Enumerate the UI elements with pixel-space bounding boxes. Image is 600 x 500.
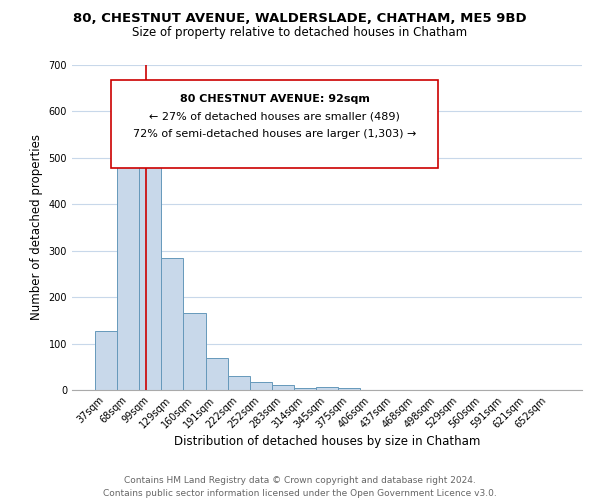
- Bar: [338, 388, 360, 390]
- X-axis label: Distribution of detached houses by size in Chatham: Distribution of detached houses by size …: [174, 436, 480, 448]
- Bar: [117, 132, 139, 390]
- Bar: [161, 258, 184, 390]
- Text: 72% of semi-detached houses are larger (1,303) →: 72% of semi-detached houses are larger (…: [133, 129, 416, 139]
- Bar: [250, 382, 272, 390]
- Bar: [184, 314, 206, 390]
- Text: Contains HM Land Registry data © Crown copyright and database right 2024.
Contai: Contains HM Land Registry data © Crown c…: [103, 476, 497, 498]
- Bar: [316, 387, 338, 390]
- Bar: [206, 358, 227, 390]
- Y-axis label: Number of detached properties: Number of detached properties: [30, 134, 43, 320]
- Text: 80, CHESTNUT AVENUE, WALDERSLADE, CHATHAM, ME5 9BD: 80, CHESTNUT AVENUE, WALDERSLADE, CHATHA…: [73, 12, 527, 26]
- Bar: [95, 330, 117, 390]
- Bar: [294, 388, 316, 390]
- Text: Size of property relative to detached houses in Chatham: Size of property relative to detached ho…: [133, 26, 467, 39]
- Bar: [139, 134, 161, 390]
- Text: 80 CHESTNUT AVENUE: 92sqm: 80 CHESTNUT AVENUE: 92sqm: [179, 94, 370, 104]
- Bar: [227, 376, 250, 390]
- Bar: [272, 386, 294, 390]
- Text: ← 27% of detached houses are smaller (489): ← 27% of detached houses are smaller (48…: [149, 112, 400, 122]
